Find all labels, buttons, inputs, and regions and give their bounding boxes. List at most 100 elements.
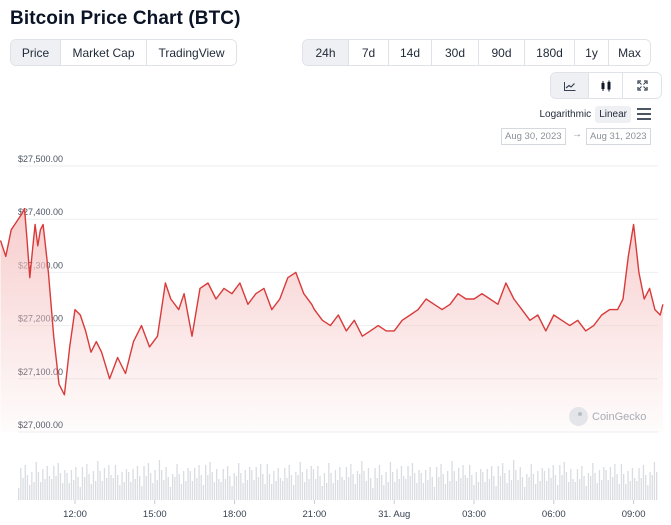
range-14d[interactable]: 14d	[389, 40, 432, 65]
volume-bar	[145, 476, 147, 500]
volume-bar	[647, 485, 649, 500]
volume-bar	[332, 483, 334, 500]
volume-bar	[257, 477, 260, 500]
range-24h[interactable]: 24h	[303, 40, 349, 65]
volume-bar	[66, 473, 68, 500]
volume-bar	[112, 478, 114, 500]
volume-bar	[603, 467, 605, 500]
volume-bar	[341, 477, 343, 500]
line-chart-icon	[563, 81, 575, 91]
volume-bar	[508, 470, 510, 500]
volume-bar	[436, 467, 438, 500]
fullscreen-icon	[636, 80, 648, 91]
volume-bar	[519, 467, 521, 500]
volume-bar	[411, 463, 414, 500]
volume-bar	[444, 484, 447, 500]
volume-bar	[356, 471, 359, 500]
tab-tradingview[interactable]: TradingView	[147, 40, 236, 65]
volume-bar	[598, 470, 601, 500]
volume-bar	[482, 472, 484, 500]
volume-bar	[22, 478, 24, 500]
range-30d[interactable]: 30d	[432, 40, 479, 65]
fullscreen-button[interactable]	[623, 73, 661, 98]
date-to-input[interactable]: Aug 31, 2023	[586, 128, 651, 145]
volume-bar	[365, 481, 367, 500]
volume-bar	[394, 482, 396, 500]
price-line	[0, 207, 664, 396]
volume-bar	[321, 486, 323, 500]
volume-bar	[642, 465, 645, 500]
volume-bar	[572, 479, 574, 500]
volume-bar	[546, 481, 548, 500]
volume-bar	[152, 483, 154, 500]
volume-bar	[416, 483, 418, 500]
volume-bar	[35, 462, 37, 500]
volume-bar	[455, 481, 458, 500]
volume-bar	[220, 482, 222, 500]
volume-bar	[585, 486, 587, 500]
date-from-input[interactable]: Aug 30, 2023	[501, 128, 566, 145]
scale-logarithmic[interactable]: Logarithmic	[539, 109, 592, 120]
volume-bar	[143, 466, 145, 500]
volume-bar	[521, 477, 524, 500]
volume-bar	[202, 485, 205, 500]
volume-bar	[363, 471, 365, 500]
tab-market-cap[interactable]: Market Cap	[61, 40, 147, 65]
volume-bar	[86, 464, 88, 500]
x-tick-label: 18:00	[223, 509, 247, 520]
volume-bar	[385, 472, 387, 500]
range-90d[interactable]: 90d	[479, 40, 525, 65]
volume-bar	[429, 467, 431, 500]
volume-bar	[275, 481, 277, 500]
volume-bar	[310, 466, 312, 500]
volume-bar	[161, 470, 163, 500]
x-tick-label: 06:00	[542, 509, 566, 520]
volume-bar	[510, 480, 513, 500]
volume-bar	[418, 470, 420, 500]
price-chart[interactable]: $27,500.00$27,400.00$27,300.00$27,200.00…	[0, 150, 671, 525]
volume-bar	[110, 475, 112, 500]
volume-bar	[565, 472, 568, 500]
volume-bar	[464, 475, 466, 500]
range-7d[interactable]: 7d	[349, 40, 389, 65]
range-1y[interactable]: 1y	[575, 40, 609, 65]
volume-bar	[343, 480, 345, 500]
volume-bar	[51, 479, 53, 500]
volume-bar	[392, 472, 394, 500]
volume-bar	[178, 474, 180, 500]
volume-bar	[121, 472, 123, 500]
volume-bar	[609, 467, 612, 500]
volume-bar	[405, 479, 407, 500]
volume-bar	[645, 475, 647, 500]
volume-bar	[427, 480, 429, 500]
volume-bar	[229, 476, 231, 500]
volume-bar	[62, 483, 64, 500]
range-180d[interactable]: 180d	[525, 40, 575, 65]
volume-bar	[495, 486, 497, 500]
volume-bar	[44, 479, 46, 500]
candlestick-button[interactable]	[589, 73, 623, 98]
volume-bar	[442, 474, 444, 500]
volume-bar	[156, 480, 158, 500]
volume-bar	[484, 482, 486, 500]
volume-bar	[255, 467, 257, 500]
coingecko-watermark: CoinGecko	[569, 407, 646, 426]
volume-bar	[649, 472, 651, 500]
hamburger-menu-icon[interactable]	[637, 108, 651, 120]
tab-price[interactable]: Price	[11, 40, 61, 65]
volume-bar	[42, 469, 44, 500]
volume-bar	[268, 474, 271, 500]
volume-bar	[101, 481, 103, 500]
volume-bar	[284, 468, 286, 500]
volume-bar	[612, 477, 614, 500]
volume-bar	[367, 468, 370, 500]
volume-bar	[447, 471, 449, 500]
volume-bar	[425, 470, 427, 500]
volume-bar	[403, 476, 405, 500]
range-max[interactable]: Max	[609, 40, 650, 65]
line-chart-button[interactable]	[551, 73, 589, 98]
y-tick-label: $27,400.00	[18, 207, 63, 217]
scale-linear[interactable]: Linear	[595, 106, 631, 123]
volume-bar	[601, 480, 603, 500]
volume-bar	[640, 478, 642, 500]
